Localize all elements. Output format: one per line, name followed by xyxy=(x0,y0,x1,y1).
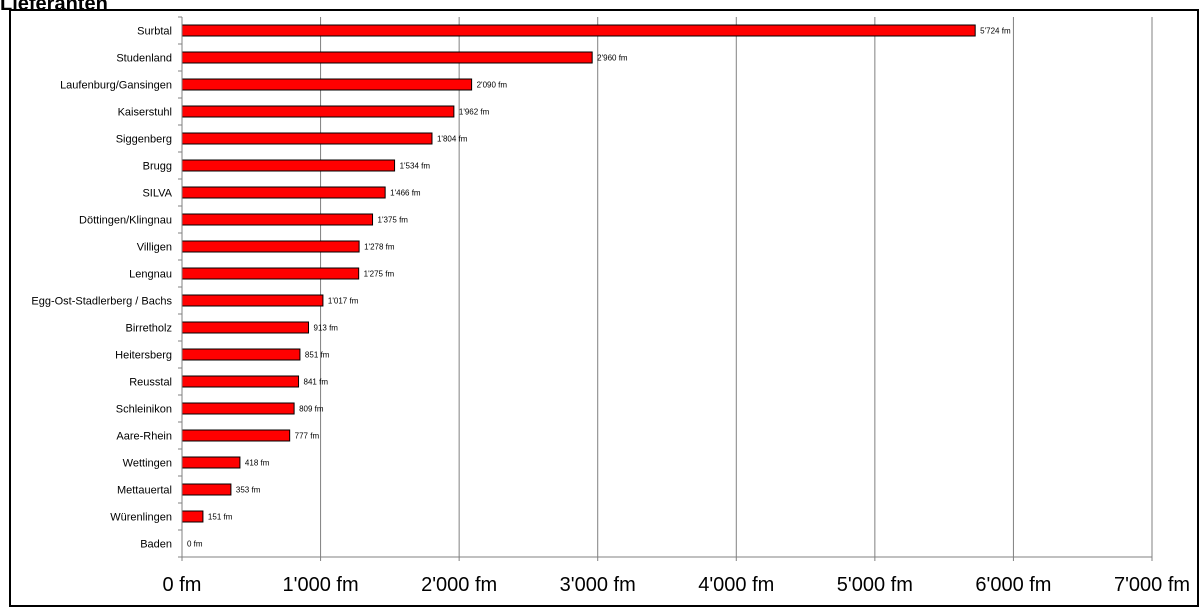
bar xyxy=(181,483,232,496)
value-label: 151 fm xyxy=(208,513,233,522)
category-label: Brugg xyxy=(143,161,172,173)
category-label: Laufenburg/Gansingen xyxy=(60,80,172,92)
category-label: Villigen xyxy=(137,242,172,254)
category-label: SILVA xyxy=(142,188,172,200)
category-label: Aare-Rhein xyxy=(116,431,172,443)
value-label: 5'724 fm xyxy=(980,27,1011,36)
value-label: 1'275 fm xyxy=(364,270,395,279)
category-label: Wettingen xyxy=(123,458,172,470)
category-label: Schleinikon xyxy=(116,404,172,416)
category-label: Birretholz xyxy=(126,323,172,335)
bar xyxy=(181,24,976,37)
x-tick-label: 5'000 fm xyxy=(837,574,913,596)
bar xyxy=(181,294,324,307)
x-tick-label: 7'000 fm xyxy=(1114,574,1190,596)
category-label: Mettauertal xyxy=(117,485,172,497)
grid-lines xyxy=(320,17,1153,557)
category-label: Surbtal xyxy=(137,26,172,38)
bar xyxy=(181,51,593,64)
value-label: 913 fm xyxy=(314,324,339,333)
bar xyxy=(181,348,301,361)
value-label: 1'804 fm xyxy=(437,135,468,144)
value-label: 1'375 fm xyxy=(378,216,409,225)
category-label: Egg-Ost-Stadlerberg / Bachs xyxy=(31,296,172,308)
bar xyxy=(181,456,241,469)
value-label: 1'017 fm xyxy=(328,297,359,306)
category-label: Studenland xyxy=(116,53,172,65)
value-label: 1'962 fm xyxy=(459,108,490,117)
value-label: 1'534 fm xyxy=(400,162,431,171)
x-tick-label: 0 fm xyxy=(163,574,202,596)
bar xyxy=(181,132,433,145)
x-tick-label: 2'000 fm xyxy=(421,574,497,596)
category-labels: Surbtal Studenland Laufenburg/Gansingen Kai… xyxy=(31,26,172,551)
category-label: Kaiserstuhl xyxy=(118,107,172,119)
value-label: 0 fm xyxy=(187,540,203,549)
bar xyxy=(181,267,360,280)
value-label: 841 fm xyxy=(304,378,329,387)
value-label: 809 fm xyxy=(299,405,324,414)
bar xyxy=(181,375,300,388)
value-label: 777 fm xyxy=(295,432,320,441)
axes xyxy=(178,16,1153,561)
value-label: 1'278 fm xyxy=(364,243,395,252)
x-tick-labels: 0 fm 1'000 fm 2'000 fm 3'000 fm 4'000 fm 5'00… xyxy=(163,574,1191,596)
category-label: Würenlingen xyxy=(110,512,172,524)
bar xyxy=(181,402,295,415)
x-tick-label: 4'000 fm xyxy=(698,574,774,596)
value-label: 1'466 fm xyxy=(390,189,421,198)
bar xyxy=(181,429,291,442)
x-tick-label: 3'000 fm xyxy=(560,574,636,596)
bar xyxy=(181,510,204,523)
category-label: Reusstal xyxy=(129,377,172,389)
bar xyxy=(181,105,455,118)
bar xyxy=(181,78,473,91)
category-label: Heitersberg xyxy=(115,350,172,362)
category-label: Döttingen/Klingnau xyxy=(79,215,172,227)
value-label: 851 fm xyxy=(305,351,330,360)
value-label: 2'090 fm xyxy=(477,81,508,90)
bar xyxy=(181,159,396,172)
bar xyxy=(181,213,374,226)
x-tick-label: 1'000 fm xyxy=(283,574,359,596)
category-label: Baden xyxy=(140,539,172,551)
category-label: Siggenberg xyxy=(116,134,172,146)
value-label: 353 fm xyxy=(236,486,261,495)
bar xyxy=(181,240,360,253)
bar-series xyxy=(181,24,976,523)
value-label: 418 fm xyxy=(245,459,270,468)
bar xyxy=(181,321,310,334)
value-labels: 5'724 fm 2'960 fm 2'090 fm 1'962 fm 1'804 fm… xyxy=(187,27,1011,549)
x-tick-label: 6'000 fm xyxy=(975,574,1051,596)
value-label: 2'960 fm xyxy=(597,54,628,63)
bar xyxy=(181,186,386,199)
category-label: Lengnau xyxy=(129,269,172,281)
